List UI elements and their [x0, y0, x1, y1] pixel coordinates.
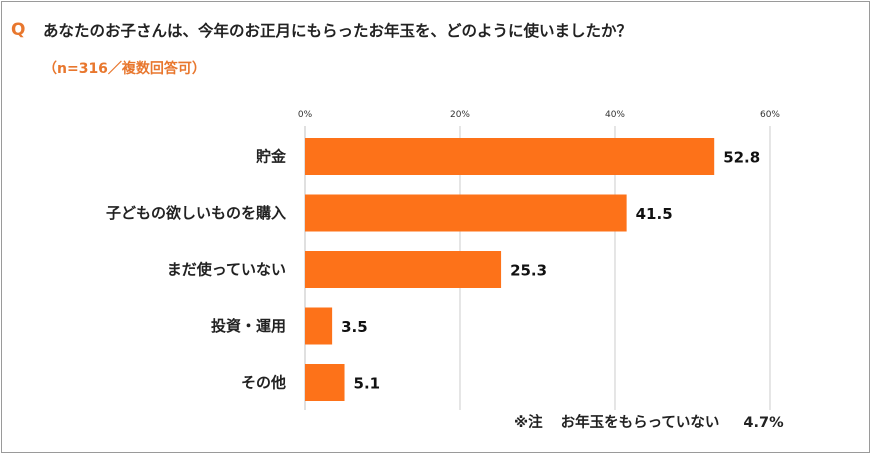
category-label: 子どもの欲しいものを購入 — [106, 204, 286, 222]
footnote: ※注 お年玉をもらっていない 4.7% — [514, 414, 784, 432]
data-label: 3.5 — [341, 318, 368, 336]
category-label: まだ使っていない — [167, 261, 286, 279]
bar — [305, 194, 627, 232]
footnote-prefix: ※注 — [514, 415, 543, 431]
bar — [305, 307, 333, 345]
footnote-label: お年玉をもらっていない — [560, 415, 720, 431]
data-label: 25.3 — [510, 262, 547, 280]
data-label: 5.1 — [354, 375, 381, 393]
bar — [305, 364, 345, 401]
data-label: 52.8 — [723, 149, 760, 167]
x-tick-label: 20% — [450, 110, 470, 120]
data-label: 41.5 — [636, 205, 673, 223]
bar — [305, 138, 715, 175]
x-tick-label: 40% — [605, 110, 625, 120]
footnote-value: 4.7% — [743, 415, 784, 431]
question-mark-label: Q — [11, 20, 26, 40]
category-label: 投資・運用 — [211, 317, 286, 335]
category-label: 貯金 — [256, 148, 287, 166]
x-tick-label: 0% — [298, 110, 313, 120]
bar — [305, 251, 502, 288]
sample-size-note: （n=316／複数回答可） — [43, 61, 206, 77]
question-text: あなたのお子さんは、今年のお正月にもらったお年玉を、どのように使いましたか？ — [43, 22, 633, 40]
x-tick-label: 60% — [760, 110, 780, 120]
category-label: その他 — [241, 374, 286, 392]
